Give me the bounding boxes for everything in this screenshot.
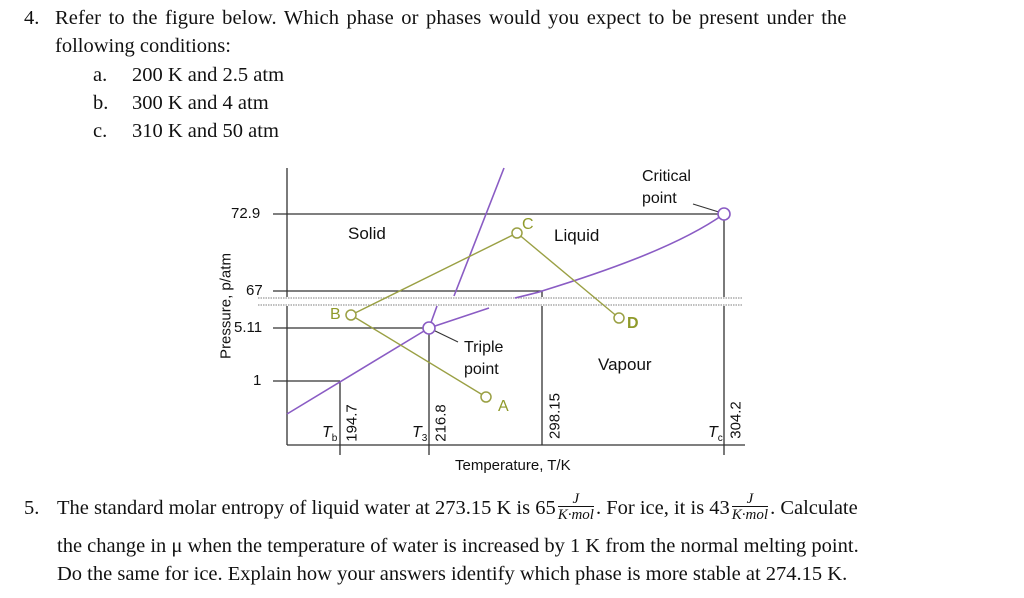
- condition-a: a.: [93, 61, 107, 89]
- point-d-marker: [613, 312, 625, 324]
- point-b-marker: [345, 309, 357, 321]
- critical-point-label: Critical point: [642, 168, 691, 207]
- point-c-label: C: [522, 216, 534, 233]
- point-a-marker: [480, 391, 492, 403]
- y-axis-label: Pressure, p/atm: [217, 253, 235, 359]
- x-tick-304-2: 304.2: [727, 401, 745, 439]
- condition-b-text: 300 K and 4 atm: [132, 92, 269, 114]
- unit-fraction-liquid: J K·mol: [557, 491, 594, 524]
- question-4-line2: following conditions:: [55, 35, 231, 57]
- y-tick-5-11: 5.11: [234, 319, 263, 336]
- x-axis-label: Temperature, T/K: [455, 457, 571, 474]
- axes: [273, 168, 745, 455]
- condition-c: c.: [93, 117, 107, 145]
- y-tick-67: 67: [246, 282, 263, 299]
- condition-b: b.: [93, 89, 108, 117]
- point-b-label: B: [330, 306, 341, 323]
- condition-a-label: a.: [93, 64, 108, 86]
- axis-break: [258, 297, 743, 306]
- vaporization-curve-upper: [514, 213, 725, 299]
- x-symbol-t3: T3: [412, 424, 428, 445]
- x-symbol-tb: Tb: [322, 424, 338, 445]
- y-tick-72-9: 72.9: [231, 205, 261, 222]
- x-symbol-tc: Tc: [708, 424, 723, 445]
- x-tick-298-15: 298.15: [546, 393, 564, 439]
- unit-fraction-ice: J K·mol: [731, 491, 769, 524]
- condition-b-label: b.: [93, 92, 109, 114]
- x-tick-194-7: 194.7: [343, 404, 361, 442]
- sublimation-curve: [286, 327, 430, 415]
- y-tick-1: 1: [253, 372, 262, 389]
- critical-point-marker: [717, 207, 731, 221]
- condition-c-text: 310 K and 50 atm: [132, 120, 279, 142]
- question-4-number: 4.: [24, 7, 40, 29]
- triple-point-label: Triple point: [464, 339, 504, 378]
- point-a-label: A: [498, 398, 509, 415]
- region-liquid-label: Liquid: [554, 226, 600, 245]
- phase-boundaries: [286, 167, 725, 415]
- question-4-line1: Refer to the figure below. Which phase o…: [55, 7, 847, 29]
- point-c-marker: [511, 227, 523, 239]
- process-path: [350, 232, 620, 398]
- region-vapour-label: Vapour: [598, 355, 652, 374]
- x-tick-216-8: 216.8: [432, 404, 450, 442]
- critical-point-leader: [692, 203, 723, 214]
- melting-curve-upper: [453, 167, 505, 297]
- vaporization-curve-lower: [428, 307, 490, 329]
- condition-c-label: c.: [93, 120, 108, 142]
- region-solid-label: Solid: [348, 224, 386, 243]
- question-5-number: 5.: [24, 497, 40, 519]
- question-5-line2: the change in μ when the temperature of …: [57, 535, 859, 557]
- condition-a-text: 200 K and 2.5 atm: [132, 64, 285, 86]
- triple-point-marker: [422, 321, 436, 335]
- question-5-line3: Do the same for ice. Explain how your an…: [57, 563, 848, 585]
- question-4: 4.: [24, 4, 39, 32]
- point-d-label: D: [627, 315, 639, 332]
- question-5-line1: The standard molar entropy of liquid wat…: [57, 491, 858, 524]
